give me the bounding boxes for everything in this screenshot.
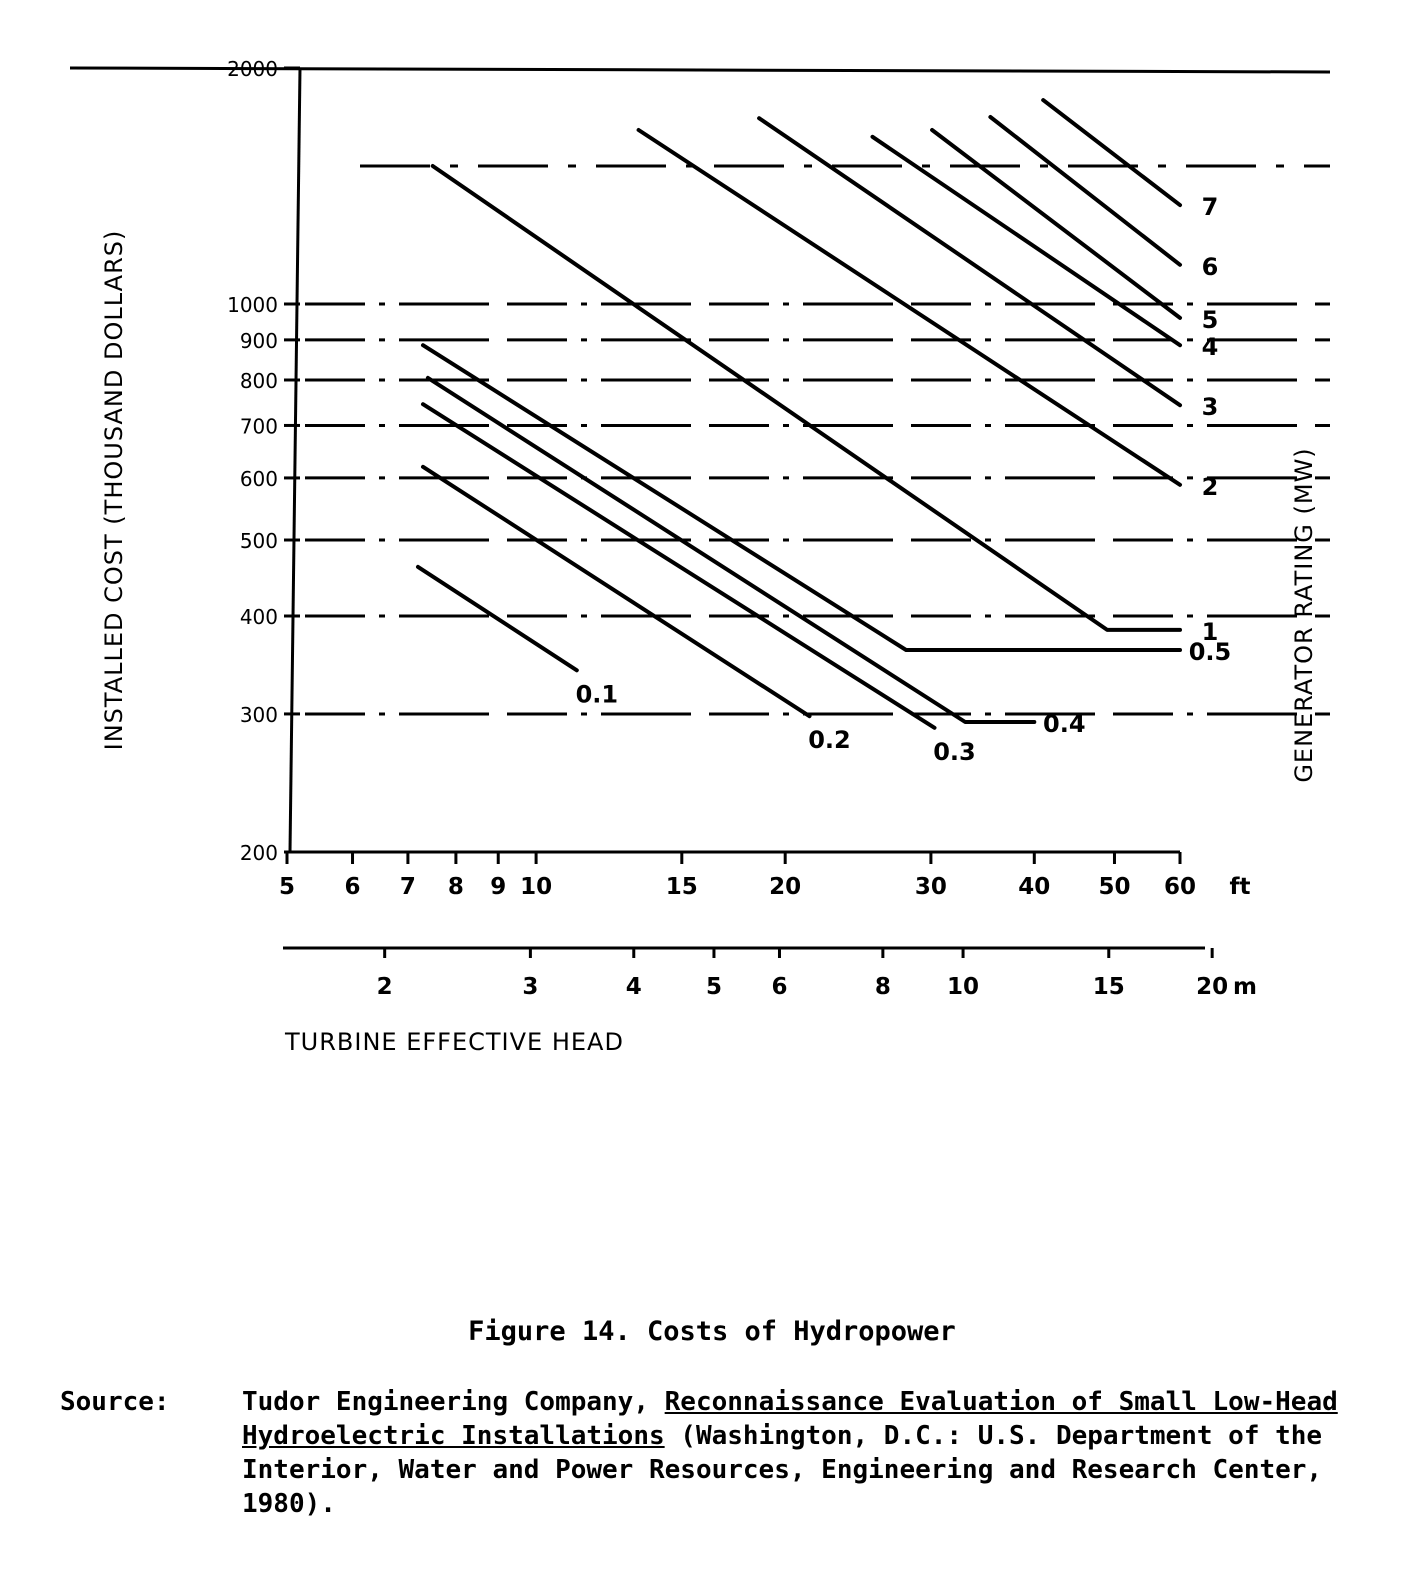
x-axis-label: TURBINE EFFECTIVE HEAD [284, 1028, 624, 1056]
source-work-title: Reconnaissance Evaluation of Small Low-H… [242, 1387, 1338, 1451]
x-tick-label: 15 [666, 874, 698, 900]
y-tick-label: 400 [240, 605, 278, 629]
x2-tick-label: 6 [771, 974, 787, 1000]
series-line-7-mw [1041, 98, 1182, 208]
series-line-3-mw [757, 116, 1182, 408]
series-label: 0.3 [933, 738, 976, 766]
source-label: Source: [60, 1387, 170, 1417]
y2-axis-label: GENERATOR RATING (MW) [1290, 447, 1318, 782]
series-line-4-mw [870, 134, 1182, 348]
series-label: 0.1 [576, 680, 619, 708]
y-tick-label: 500 [240, 529, 278, 553]
x2-tick-label: 4 [626, 974, 642, 1000]
x-tick-label: 6 [345, 874, 361, 900]
y-tick-label: 800 [240, 369, 278, 393]
x2-tick-label: 15 [1093, 974, 1125, 1000]
x2-tick-label: 20 [1196, 974, 1228, 1000]
y-tick-label: 600 [240, 467, 278, 491]
x2-tick-label: 10 [947, 974, 979, 1000]
top-border-line [69, 66, 1331, 74]
series-line-5-mw [930, 128, 1182, 320]
series-label: 7 [1202, 193, 1219, 221]
x-tick-label: 10 [520, 874, 552, 900]
series-label: 6 [1202, 253, 1219, 281]
x-tick-label: 40 [1018, 874, 1050, 900]
series-label: 1 [1202, 618, 1219, 646]
x-unit-label: ft [1229, 874, 1250, 900]
y-axis-line [288, 67, 302, 853]
series-line-2-mw [636, 128, 1182, 487]
series-line-0.3-mw [421, 402, 937, 730]
x-tick-label: 5 [279, 874, 295, 900]
series-line-1-mw [430, 164, 1182, 632]
x2-tick-label: 3 [522, 974, 538, 1000]
x2-tick-label: 5 [706, 974, 722, 1000]
y-tick-label: 1000 [227, 293, 278, 317]
y-tick-label: 300 [240, 703, 278, 727]
figure-caption: Figure 14. Costs of Hydropower [468, 1316, 956, 1347]
y-axis-label: INSTALLED COST (THOUSAND DOLLARS) [100, 230, 128, 751]
series-line-0.4-mw [425, 375, 1037, 724]
x2-tick-label: 2 [377, 974, 393, 1000]
y-tick-label: 900 [240, 329, 278, 353]
y-tick-label: 2000 [227, 57, 278, 81]
x-tick-label: 20 [769, 874, 801, 900]
x-tick-label: 60 [1164, 874, 1196, 900]
series-label: 2 [1202, 473, 1219, 501]
y-tick-label: 200 [240, 841, 278, 865]
y-tick-label: 700 [240, 414, 278, 438]
series-label: 3 [1202, 393, 1219, 421]
series-line-6-mw [988, 115, 1182, 267]
x2-unit-label: m [1233, 974, 1257, 1000]
x-tick-label: 50 [1098, 874, 1130, 900]
series-line-0.5-mw [421, 343, 1182, 652]
x-tick-label: 7 [400, 874, 416, 900]
series-line-0.1-mw [416, 564, 579, 673]
series-label: 0.4 [1043, 710, 1086, 738]
x-tick-label: 9 [490, 874, 506, 900]
source-author: Tudor Engineering Company, [242, 1387, 649, 1417]
x2-tick-label: 8 [875, 974, 891, 1000]
series-label: 0.2 [808, 726, 851, 754]
series-label: 5 [1202, 306, 1219, 334]
source-body: Tudor Engineering Company, Reconnaissanc… [242, 1385, 1402, 1521]
series-line-0.2-mw [421, 464, 812, 719]
series-label: 0.5 [1189, 638, 1232, 666]
series-label: 4 [1202, 333, 1219, 361]
x-tick-label: 30 [915, 874, 947, 900]
x-tick-label: 8 [448, 874, 464, 900]
source-publication: (Washington, D.C.: U.S. Department of th… [242, 1421, 1323, 1519]
series-lines: 0.1 0.2 0.3 0.4 0.51 2 3 45 6 7 [416, 98, 1232, 766]
